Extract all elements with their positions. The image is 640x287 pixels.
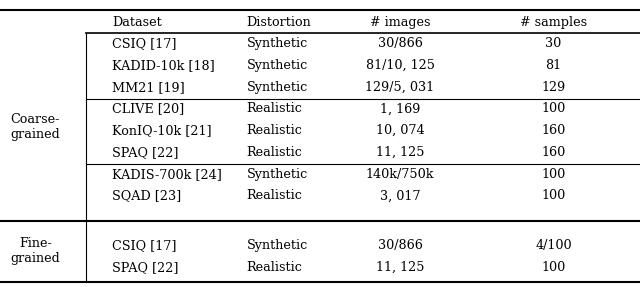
Text: Distortion: Distortion: [246, 15, 311, 28]
Text: 1, 169: 1, 169: [380, 102, 420, 115]
Text: Realistic: Realistic: [246, 261, 302, 274]
Text: 11, 125: 11, 125: [376, 261, 424, 274]
Text: Synthetic: Synthetic: [246, 168, 308, 181]
Text: 30: 30: [545, 37, 562, 50]
Text: # samples: # samples: [520, 15, 587, 28]
Text: 81: 81: [545, 59, 562, 72]
Text: 30/866: 30/866: [378, 37, 422, 50]
Text: 129: 129: [541, 81, 566, 94]
Text: 140k/750k: 140k/750k: [365, 168, 435, 181]
Text: 30/866: 30/866: [378, 239, 422, 253]
Text: Fine-
grained: Fine- grained: [10, 237, 60, 265]
Text: 4/100: 4/100: [535, 239, 572, 253]
Text: 100: 100: [541, 102, 566, 115]
Text: CLIVE [20]: CLIVE [20]: [112, 102, 184, 115]
Text: 11, 125: 11, 125: [376, 146, 424, 159]
Text: CSIQ [17]: CSIQ [17]: [112, 239, 177, 253]
Text: Realistic: Realistic: [246, 102, 302, 115]
Text: Synthetic: Synthetic: [246, 239, 308, 253]
Text: CSIQ [17]: CSIQ [17]: [112, 37, 177, 50]
Text: # images: # images: [370, 15, 430, 28]
Text: Realistic: Realistic: [246, 124, 302, 137]
Text: 3, 017: 3, 017: [380, 189, 420, 202]
Text: Realistic: Realistic: [246, 189, 302, 202]
Text: 100: 100: [541, 189, 566, 202]
Text: SQAD [23]: SQAD [23]: [112, 189, 181, 202]
Text: Synthetic: Synthetic: [246, 59, 308, 72]
Text: 81/10, 125: 81/10, 125: [365, 59, 435, 72]
Text: Synthetic: Synthetic: [246, 37, 308, 50]
Text: 100: 100: [541, 168, 566, 181]
Text: 160: 160: [541, 124, 566, 137]
Text: 129/5, 031: 129/5, 031: [365, 81, 435, 94]
Text: Realistic: Realistic: [246, 146, 302, 159]
Text: Dataset: Dataset: [112, 15, 162, 28]
Text: KADID-10k [18]: KADID-10k [18]: [112, 59, 215, 72]
Text: Synthetic: Synthetic: [246, 81, 308, 94]
Text: Coarse-
grained: Coarse- grained: [10, 113, 60, 141]
Text: KADIS-700k [24]: KADIS-700k [24]: [112, 168, 222, 181]
Text: 10, 074: 10, 074: [376, 124, 424, 137]
Text: KonIQ-10k [21]: KonIQ-10k [21]: [112, 124, 212, 137]
Text: 100: 100: [541, 261, 566, 274]
Text: SPAQ [22]: SPAQ [22]: [112, 261, 179, 274]
Text: SPAQ [22]: SPAQ [22]: [112, 146, 179, 159]
Text: 160: 160: [541, 146, 566, 159]
Text: MM21 [19]: MM21 [19]: [112, 81, 185, 94]
